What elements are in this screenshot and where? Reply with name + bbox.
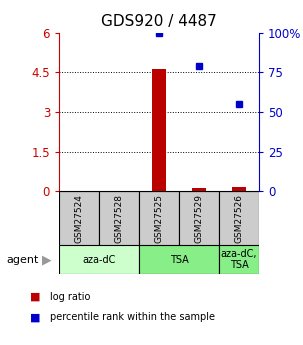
Text: agent: agent: [6, 255, 38, 265]
Text: GSM27529: GSM27529: [195, 194, 204, 243]
Text: aza-dC: aza-dC: [82, 255, 116, 265]
Bar: [139, 245, 219, 274]
Text: ■: ■: [30, 313, 41, 322]
Bar: [219, 245, 259, 274]
Text: GSM27525: GSM27525: [155, 194, 164, 243]
Text: ■: ■: [30, 292, 41, 302]
Text: log ratio: log ratio: [50, 292, 90, 302]
Title: GDS920 / 4487: GDS920 / 4487: [101, 14, 217, 29]
Bar: [99, 191, 139, 245]
Bar: [59, 191, 99, 245]
Text: TSA: TSA: [170, 255, 188, 265]
Bar: [179, 191, 219, 245]
Bar: [152, 69, 166, 191]
Text: percentile rank within the sample: percentile rank within the sample: [50, 313, 215, 322]
Text: ▶: ▶: [42, 253, 52, 266]
Text: aza-dC,
TSA: aza-dC, TSA: [221, 249, 257, 270]
Bar: [59, 245, 139, 274]
Bar: [219, 191, 259, 245]
Bar: [192, 188, 206, 191]
Text: GSM27524: GSM27524: [75, 194, 84, 243]
Text: GSM27526: GSM27526: [235, 194, 244, 243]
Bar: [139, 191, 179, 245]
Text: GSM27528: GSM27528: [115, 194, 124, 243]
Bar: [232, 187, 246, 191]
